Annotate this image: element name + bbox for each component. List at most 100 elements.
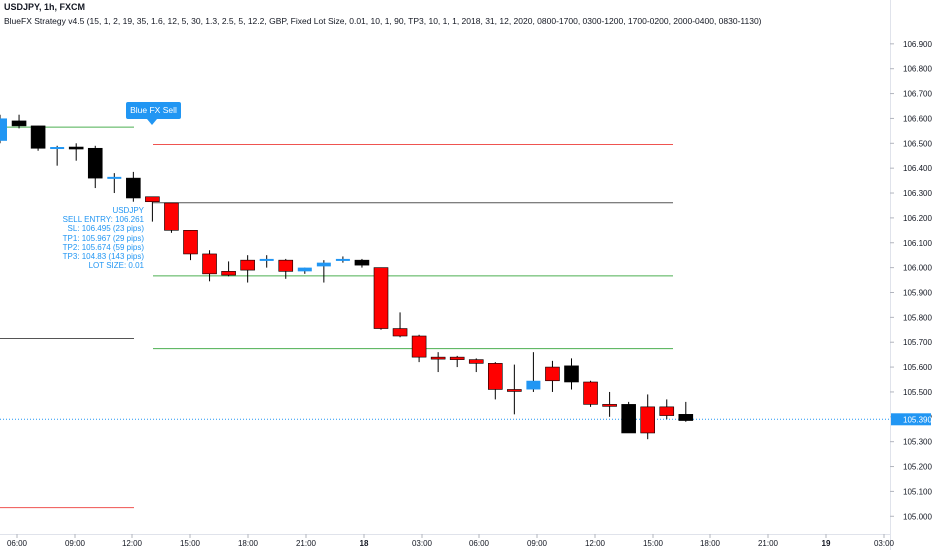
price-tick-label: 106.000 [903, 264, 932, 273]
candle-body [183, 230, 198, 255]
candle [545, 360, 560, 392]
candle [278, 258, 294, 279]
price-tick-label: 106.300 [903, 189, 932, 198]
candle-body [30, 125, 46, 149]
candle-body [145, 196, 160, 203]
candle [640, 394, 656, 440]
candle [107, 173, 122, 194]
time-tick-label: 09:00 [65, 539, 86, 548]
price-tick-label: 105.200 [903, 463, 932, 472]
price-tick-label: 106.600 [903, 114, 932, 123]
candle-body [392, 328, 408, 337]
price-tick-label: 106.200 [903, 214, 932, 223]
candle [145, 196, 160, 222]
candle [202, 250, 217, 282]
price-tick-label: 105.700 [903, 338, 932, 347]
candle-body [678, 414, 694, 421]
candle [221, 261, 236, 277]
candle [87, 145, 103, 189]
candle-body [507, 389, 522, 392]
price-tick-label: 105.100 [903, 487, 932, 496]
candle [411, 334, 427, 363]
time-tick-label: 06:00 [7, 539, 28, 548]
time-tick-label: 12:00 [585, 539, 606, 548]
candle-body [335, 258, 350, 261]
candle [659, 399, 675, 420]
candle-body [126, 177, 141, 199]
sell-signal-label: Blue FX Sell [126, 102, 181, 119]
time-tick-label: 18 [360, 539, 369, 548]
candle [468, 358, 484, 373]
candle-body [164, 202, 179, 231]
time-tick-label: 15:00 [180, 539, 201, 548]
strategy-params: BlueFX Strategy v4.5 (15, 1, 2, 19, 35, … [4, 16, 762, 26]
candle-body [354, 259, 370, 266]
price-tick-label: 105.800 [903, 313, 932, 322]
candle-body [240, 259, 255, 271]
price-tick-label: 105.000 [903, 512, 932, 521]
candle [240, 255, 255, 283]
candle-body [316, 262, 331, 267]
candle [449, 355, 465, 368]
grid [0, 0, 891, 550]
candle-body [545, 366, 560, 382]
candle-body [468, 359, 484, 364]
info-symbol: USDJPY [112, 206, 144, 215]
time-tick-label: 03:00 [412, 539, 433, 548]
time-tick-label: 18:00 [700, 539, 721, 548]
candle-body [259, 258, 274, 261]
candle-body [659, 406, 675, 416]
price-tick-label: 105.500 [903, 388, 932, 397]
price-tick-label: 105.300 [903, 438, 932, 447]
time-tick-label: 12:00 [122, 539, 143, 548]
candles [0, 114, 694, 440]
price-tick-label: 105.900 [903, 288, 932, 297]
current-price-badge [891, 413, 931, 426]
info-entry: SELL ENTRY: 106.261 [62, 215, 144, 225]
candle-body [487, 363, 503, 390]
candle [373, 267, 389, 330]
candle [50, 145, 65, 166]
candle-body [526, 380, 541, 390]
candle [430, 352, 446, 373]
candle [678, 401, 694, 422]
candle-body [11, 120, 27, 127]
current-price-label: 105.390 [903, 415, 932, 424]
candle [126, 171, 141, 202]
candle-body [373, 267, 389, 329]
candle [68, 143, 84, 161]
info-lot-size: LOT SIZE: 0.01 [88, 261, 144, 271]
candle-body [430, 356, 446, 360]
candle [487, 362, 503, 400]
candle [259, 255, 274, 268]
time-tick-label: 21:00 [296, 539, 317, 548]
candle-body [87, 147, 103, 179]
candle [621, 401, 636, 434]
candle-body [602, 404, 617, 407]
candle [602, 391, 617, 417]
candle-body [621, 404, 636, 434]
candle-body [0, 118, 7, 141]
time-tick-label: 15:00 [643, 539, 664, 548]
price-tick-label: 106.700 [903, 90, 932, 99]
candle-body [221, 271, 236, 276]
candle [11, 114, 27, 129]
candle-body [583, 381, 598, 405]
info-tp3: TP3: 104.83 (143 pips) [62, 252, 144, 262]
candle [335, 256, 350, 263]
candle [354, 258, 370, 268]
price-axis: 106.900 106.800 106.700 106.600 106.500 106.4… [890, 40, 932, 521]
time-tick-label: 03:00 [874, 539, 895, 548]
candle-body [411, 335, 427, 358]
candle [507, 364, 522, 415]
info-tp2: TP2: 105.674 (59 pips) [62, 242, 144, 252]
candle [316, 260, 331, 283]
price-tick-label: 105.600 [903, 363, 932, 372]
price-tick-label: 106.400 [903, 164, 932, 173]
time-axis: 06:00 09:00 12:00 15:00 18:00 21:00 18 03:00 06:… [7, 534, 895, 548]
sell-signal-arrow [147, 119, 157, 125]
candle [183, 230, 198, 261]
time-tick-label: 19 [822, 539, 831, 548]
